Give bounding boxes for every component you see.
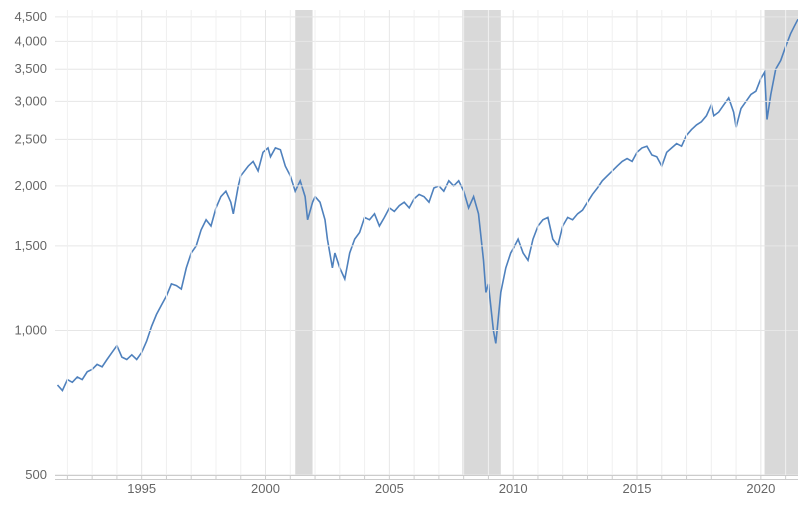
y-tick-label: 3,500 [14, 61, 47, 76]
price-chart: 500 1,000 1,500 2,000 2,500 3,000 3,500 4,000 4,… [0, 0, 808, 505]
x-tick-label: 2015 [623, 481, 652, 496]
x-tick-label: 2010 [499, 481, 528, 496]
y-tick-label: 2,500 [14, 131, 47, 146]
recession-band-2 [765, 10, 798, 475]
y-tick-label: 2,000 [14, 178, 47, 193]
y-tick-label: 1,500 [14, 238, 47, 253]
x-tick-label: 2005 [375, 481, 404, 496]
recession-band-0 [295, 10, 312, 475]
y-tick-label: 1,000 [14, 322, 47, 337]
y-tick-label: 500 [25, 467, 47, 482]
y-tick-label: 4,000 [14, 33, 47, 48]
y-tick-label: 3,000 [14, 93, 47, 108]
y-tick-label: 4,500 [14, 9, 47, 24]
x-tick-label: 1995 [127, 481, 156, 496]
x-tick-label: 2020 [746, 481, 775, 496]
x-tick-label: 2000 [251, 481, 280, 496]
